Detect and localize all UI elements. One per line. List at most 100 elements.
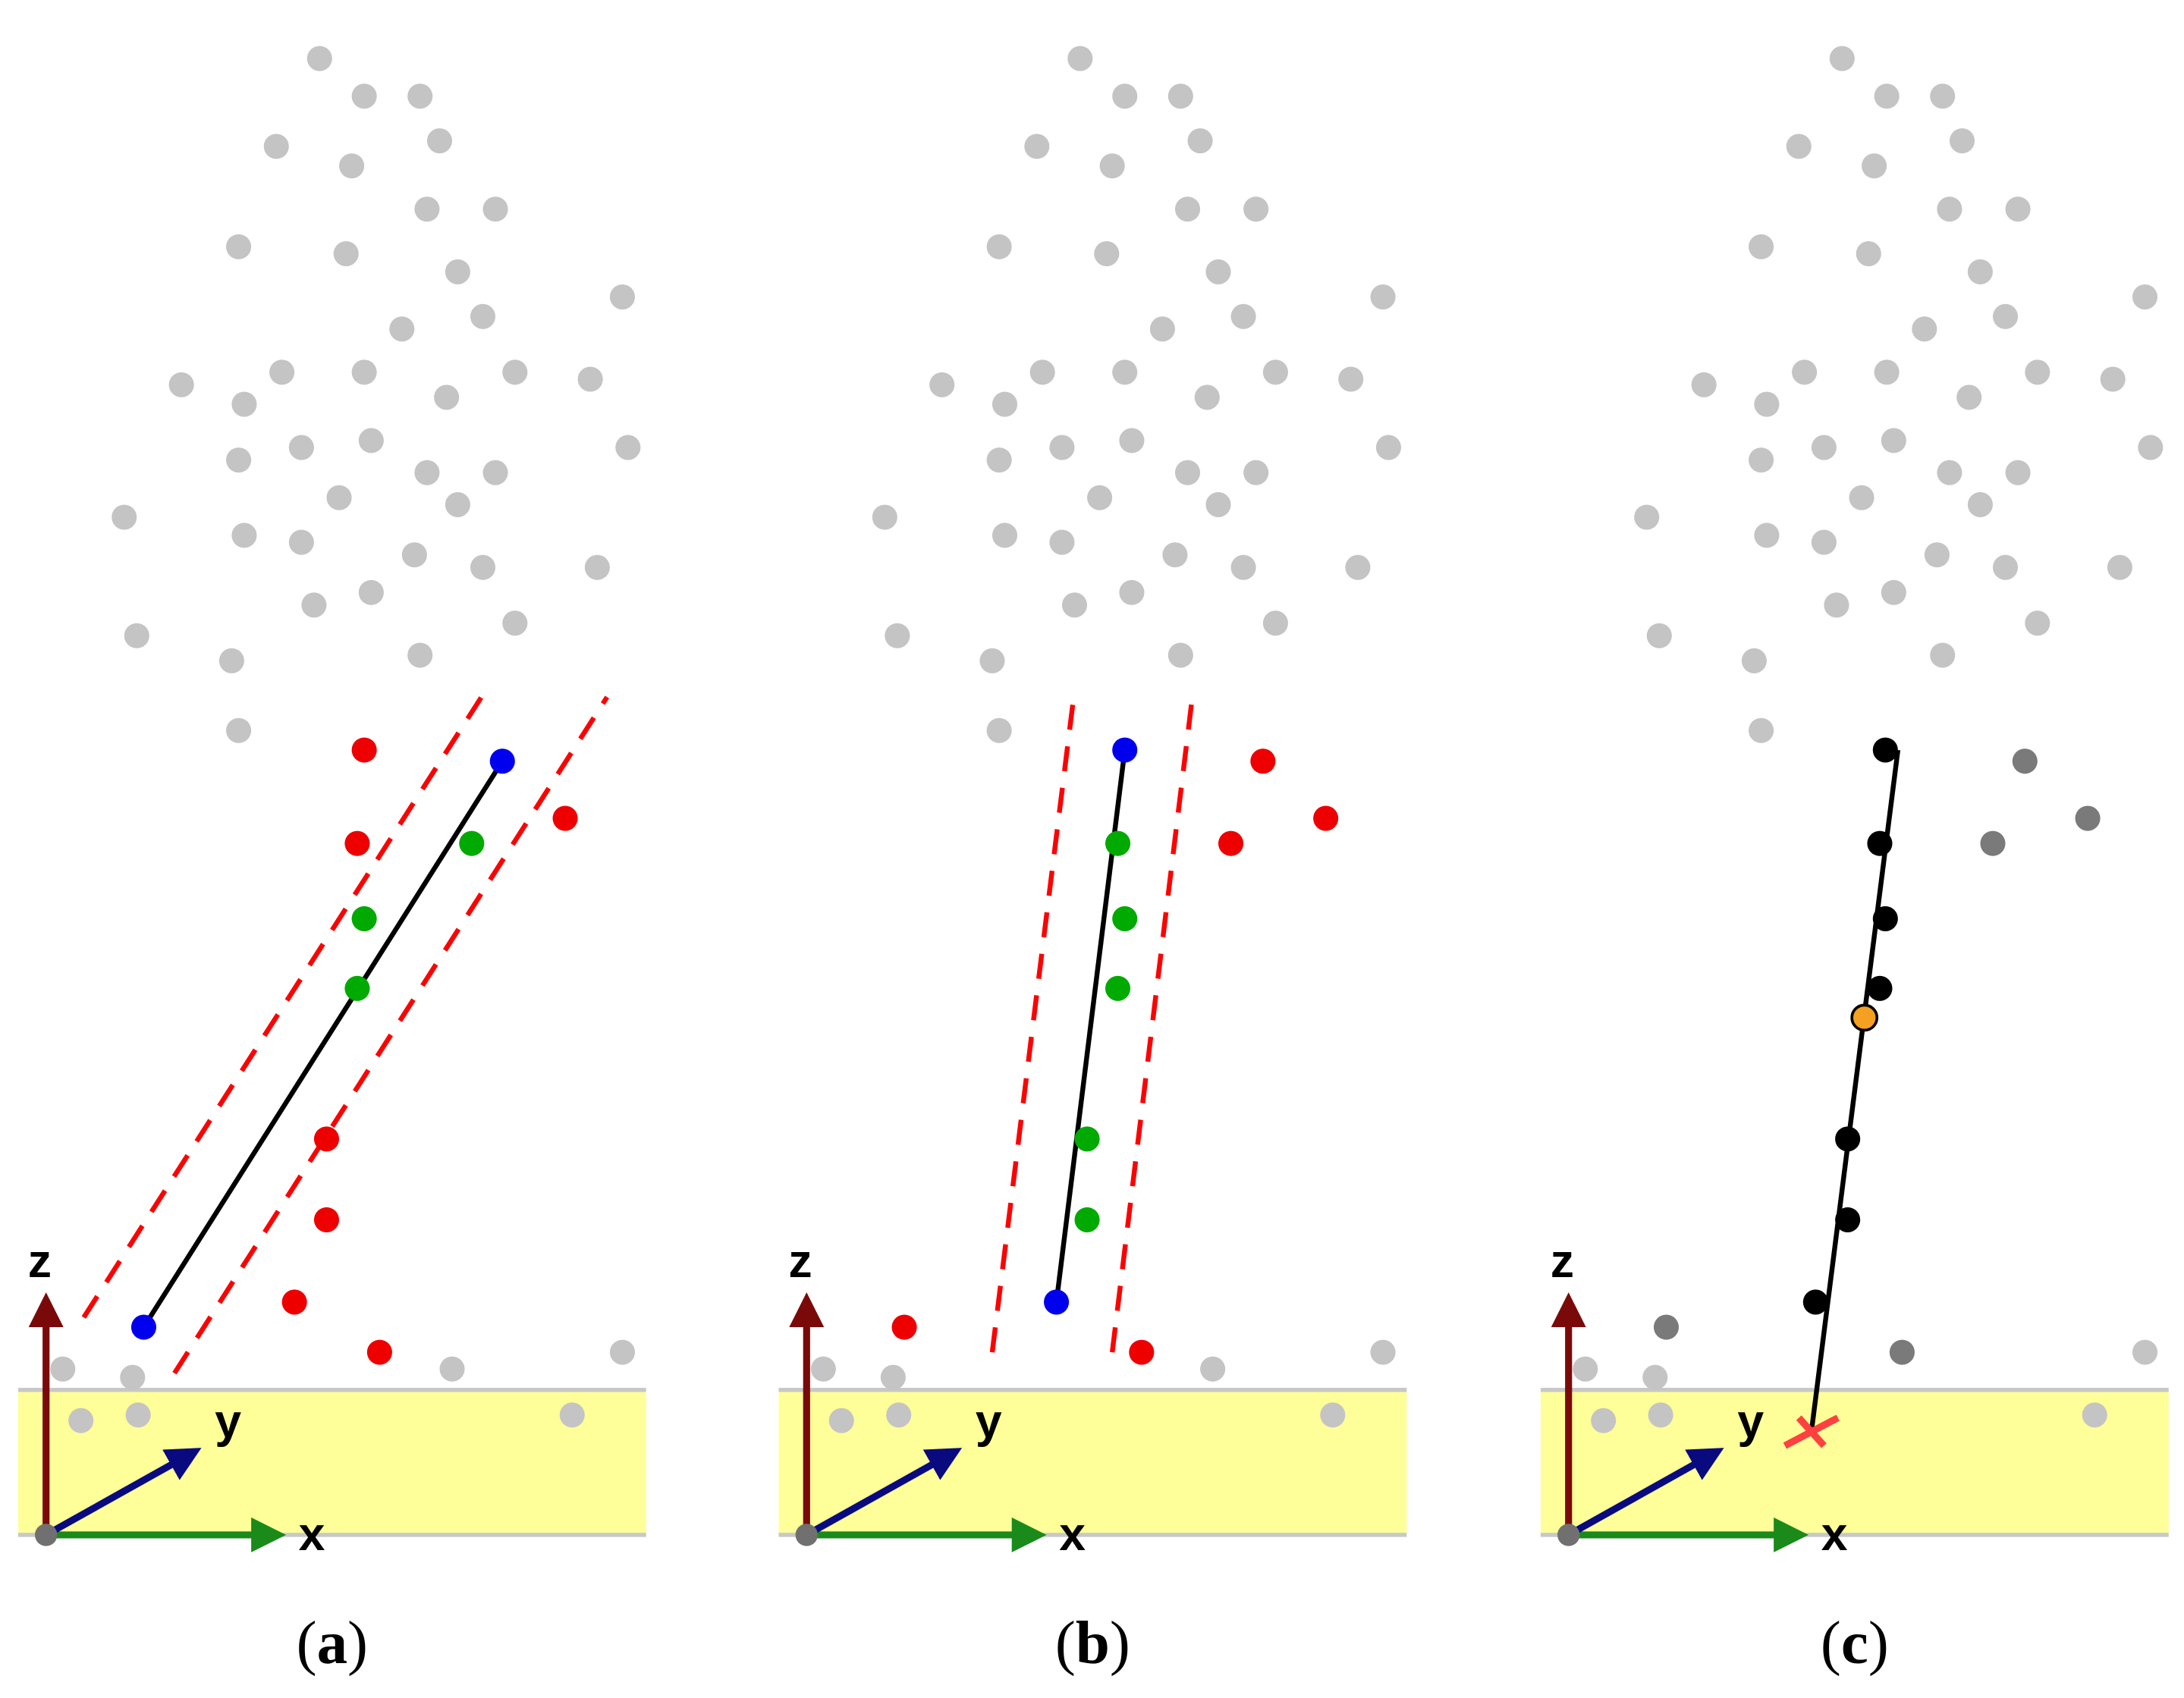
cloud-point [1167,642,1193,668]
cloud-point [226,234,252,259]
outlier-point [313,1207,340,1233]
cloud-point [1924,542,1950,568]
cloud-point [2107,554,2132,580]
panel-caption: (c) [1821,1609,1889,1677]
cloud-point [1967,491,1993,517]
cloud-point [218,648,244,673]
ground-surface [1540,1389,2169,1535]
cloud-point [1930,83,1956,109]
cloud-point [1811,529,1837,555]
cloud-point [306,46,332,71]
cloud-point [2132,1339,2158,1365]
cloud-point [991,523,1018,548]
fitted-point [1802,1289,1828,1315]
cloud-point [885,623,910,648]
cloud-point [584,554,610,580]
cloud-point [1786,133,1812,159]
x-axis-label: x [299,1508,325,1561]
rejected-point [1980,830,2006,856]
inlier-point [1074,1207,1100,1233]
cloud-point [1230,303,1256,329]
cloud-point [810,1356,836,1382]
cloud-point [339,153,365,179]
cloud-point [986,447,1012,473]
cloud-point [124,623,149,648]
cloud-point [231,391,257,417]
cloud-point [1749,717,1774,743]
y-axis-arrow [1567,1448,1724,1538]
cloud-point [407,83,433,109]
cloud-point [991,391,1018,417]
z-axis-label: z [1551,1235,1574,1288]
x-axis-label: x [1821,1508,1848,1561]
cloud-point [263,133,289,159]
cloud-point [1749,447,1774,473]
cloud-point [880,1364,906,1390]
cloud-point [1262,610,1288,636]
cloud-point [288,529,314,555]
cloud-point [1119,579,1145,605]
panel-caption: (a) [297,1609,368,1677]
cloud-point [1149,316,1175,342]
outlier-point [891,1314,917,1340]
ground-surface [17,1389,646,1535]
cloud-point [2082,1402,2107,1428]
cloud-point [426,128,453,154]
cloud-point [269,359,295,385]
cloud-point [1112,83,1138,109]
cloud-point [414,196,440,222]
cloud-point [1087,485,1113,510]
cloud-point [1119,428,1145,454]
cloud-point [1262,359,1288,385]
cloud-point [1370,1339,1396,1365]
rejected-point [2075,805,2101,831]
cloud-point [872,504,897,530]
cloud-point [929,372,955,397]
cloud-point [445,491,470,517]
panel-a: z y x (a) [17,46,646,1677]
cloud-point [1194,384,1220,410]
cloud-point [1205,259,1231,285]
cloud-point [358,579,384,605]
origin-dot [34,1524,58,1546]
cloud-point [1646,623,1672,648]
cloud-point [1642,1364,1668,1390]
fitted-point [1867,830,1893,856]
fitted-point [1835,1126,1861,1152]
cloud-point [50,1356,76,1382]
cloud-point [1881,428,1906,454]
cloud-point [68,1408,94,1433]
intersection-cross-b [1796,1415,1827,1448]
cloud-point [1691,372,1717,397]
inlier-point [1112,905,1138,931]
z-axis-label: z [788,1235,812,1288]
cloud-point [226,447,252,473]
cloud-point [2005,460,2031,485]
cloud-point [1345,554,1371,580]
cloud-point [1338,366,1364,392]
y-axis-label: y [1737,1395,1764,1448]
cloud-point [1243,460,1269,485]
cloud-point [1811,435,1837,460]
cloud-point [125,1402,151,1428]
cloud-point [1741,648,1767,673]
seed-point [1112,737,1138,763]
cloud-point [434,384,460,410]
cloud-point [1967,259,1993,285]
cloud-point [1024,133,1050,159]
cloud-point [231,523,257,548]
rejected-point [1653,1314,1680,1340]
cloud-point [1937,196,1962,222]
y-axis-arrow [805,1448,963,1538]
cloud-point [1992,303,2019,329]
outlier-point [1218,830,1244,856]
cloud-point [1849,485,1874,510]
cloud-point [1824,592,1849,618]
cloud-point [1754,523,1780,548]
rejected-point [2012,749,2038,774]
fitted-point [1872,737,1898,763]
cloud-point [577,366,603,392]
cloud-point [351,359,377,385]
cloud-point [1912,316,1937,342]
cloud-point [1162,542,1188,568]
